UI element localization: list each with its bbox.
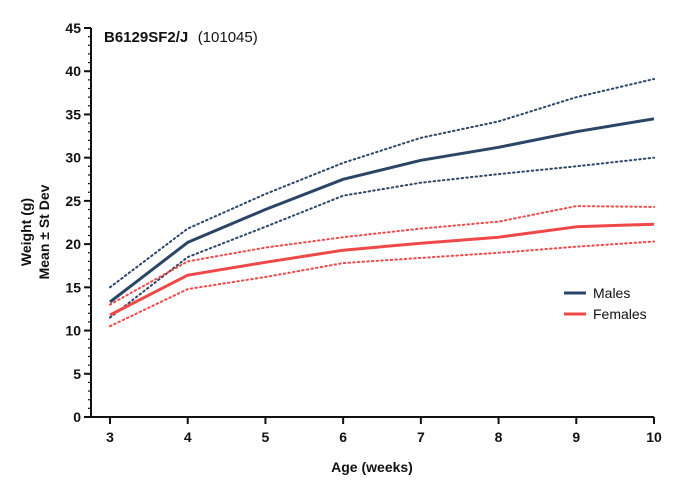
chart-title-stock-number: (101045): [198, 29, 258, 46]
y-tick-label: 45: [65, 20, 81, 36]
y-tick-label: 5: [73, 366, 81, 382]
legend-label-females: Females: [593, 306, 647, 322]
series-males-mean: [109, 117, 655, 304]
y-tick-label: 40: [65, 63, 81, 79]
y-tick-label: 10: [65, 323, 81, 339]
y-tick-label: 25: [65, 193, 81, 209]
y-axis-title-line1: Weight (g): [18, 198, 34, 266]
series-layer: [109, 78, 655, 328]
y-axis-title-line2: Mean ± St Dev: [36, 184, 52, 279]
y-tick-label: 15: [65, 279, 81, 295]
legend-label-males: Males: [593, 285, 630, 301]
legend: Males Females: [564, 285, 647, 322]
x-axis-title: Age (weeks): [331, 459, 413, 475]
x-tick-label: 10: [646, 429, 662, 445]
chart-title: B6129SF2/J (101045): [104, 29, 258, 46]
y-axis-title: Weight (g) Mean ± St Dev: [18, 184, 52, 279]
x-tick-label: 6: [339, 429, 347, 445]
series-males-lower-sd: [109, 156, 655, 319]
y-tick-label: 30: [65, 150, 81, 166]
x-tick-label: 9: [572, 429, 580, 445]
y-tick-label: 20: [65, 236, 81, 252]
series-females-mean: [109, 222, 655, 317]
y-tick-label: 0: [73, 409, 81, 425]
series-females-lower-sd: [109, 240, 655, 328]
x-tick-label: 8: [495, 429, 503, 445]
x-tick-label: 5: [262, 429, 270, 445]
x-tick-label: 3: [106, 429, 114, 445]
series-males-upper-sd: [109, 78, 655, 289]
chart-title-strain: B6129SF2/J: [104, 29, 188, 46]
x-tick-label: 7: [417, 429, 425, 445]
y-tick-label: 35: [65, 106, 81, 122]
x-tick-label: 4: [184, 429, 192, 445]
